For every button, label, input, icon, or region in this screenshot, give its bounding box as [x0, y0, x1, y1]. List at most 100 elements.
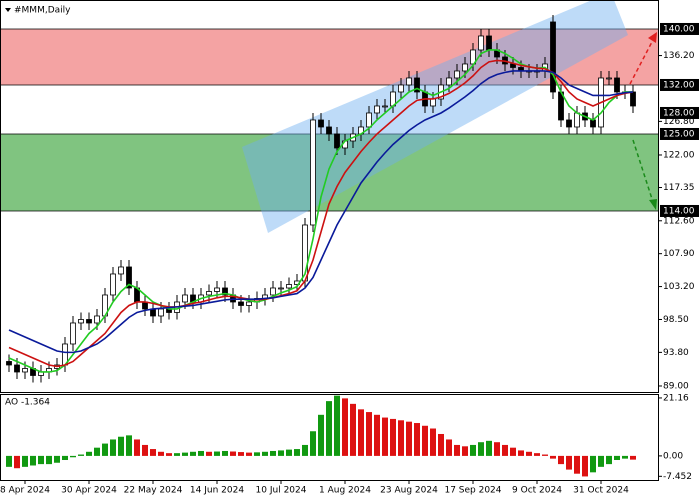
candle-body: [374, 105, 380, 114]
ao-bar: [430, 428, 436, 456]
y-tick-label: 0.00: [663, 451, 683, 461]
ao-bar: [294, 449, 300, 456]
candle-body: [630, 91, 636, 107]
ao-bar: [398, 420, 404, 456]
y-tick-label: 126.80: [663, 117, 695, 127]
ao-bar: [6, 455, 12, 467]
candle-body: [606, 77, 612, 80]
ao-bar: [518, 450, 524, 456]
candle-body: [6, 361, 12, 366]
ao-bar: [542, 454, 548, 456]
ao-bar: [382, 417, 388, 456]
zone: [1, 133, 658, 211]
ao-bar: [278, 450, 284, 456]
candle-body: [182, 294, 188, 303]
ao-bar: [150, 449, 156, 456]
ao-bar: [118, 436, 124, 456]
x-tick-label: 9 Oct 2024: [512, 486, 562, 496]
ao-bar: [158, 451, 164, 456]
up-arrow-head: [648, 32, 657, 43]
x-tick-label: 22 May 2024: [124, 486, 183, 496]
candle-body: [86, 319, 92, 324]
ao-bar: [190, 451, 196, 456]
candle-body: [454, 70, 460, 79]
ao-bar: [446, 439, 452, 456]
candle-body: [462, 63, 468, 72]
x-tick-label: 14 Jun 2024: [190, 486, 244, 496]
ao-bar: [374, 414, 380, 456]
zone: [1, 28, 658, 85]
ao-bar: [254, 452, 260, 456]
y-tick-label: 89.00: [663, 381, 689, 391]
ao-bar: [334, 395, 340, 456]
ao-bar: [102, 443, 108, 456]
x-tick-label: 30 Apr 2024: [61, 486, 117, 496]
x-tick-label: 23 Aug 2024: [380, 486, 438, 496]
candle-body: [206, 291, 212, 296]
ao-bar: [14, 455, 20, 469]
ao-bar: [230, 451, 236, 456]
ao-bar: [534, 453, 540, 456]
plot: [6, 14, 636, 383]
level-tick: [660, 106, 699, 119]
ao-bar: [238, 452, 244, 456]
candle-body: [414, 77, 420, 93]
level-tick-label: 128.00: [663, 108, 695, 118]
y-tick-label: 107.90: [663, 249, 695, 259]
ao-bar: [342, 398, 348, 456]
candle-body: [614, 77, 620, 93]
x-tick-label: 31 Oct 2024: [573, 486, 629, 496]
ao-bar: [486, 440, 492, 456]
candle-body: [406, 77, 412, 86]
y-tick-label: 93.80: [663, 348, 689, 358]
moving-average: [8, 70, 634, 354]
down-arrow-head: [649, 199, 657, 210]
x-tick-label: 10 Jul 2024: [256, 486, 307, 496]
ao-bar: [110, 439, 116, 456]
ao-bar: [270, 450, 276, 456]
ao-bar: [182, 452, 188, 456]
ao-bar: [526, 451, 532, 456]
level-tick-label: 132.00: [663, 80, 695, 90]
ao-bar: [262, 451, 268, 456]
ao-bar: [214, 451, 220, 456]
candle-body: [70, 322, 76, 345]
candle-body: [278, 287, 284, 290]
candle-body: [382, 105, 388, 108]
ao-bar: [470, 444, 476, 456]
ao-bar: [222, 450, 228, 456]
candle-body: [94, 315, 100, 324]
candle-body: [590, 119, 596, 128]
ao-bar: [502, 444, 508, 456]
y-tick-label: 122.00: [663, 150, 695, 160]
candle-body: [486, 35, 492, 51]
ao-bar: [350, 403, 356, 456]
ao-bar: [510, 447, 516, 456]
ao-bar: [62, 455, 68, 461]
ao-bar: [86, 451, 92, 456]
level-tick-label: 114.00: [663, 206, 695, 216]
ao-bar: [78, 454, 84, 456]
ao-bar: [614, 455, 620, 461]
candle-body: [126, 266, 132, 289]
candle-body: [286, 284, 292, 289]
candle-body: [246, 301, 252, 306]
candle-body: [110, 273, 116, 296]
candle-body: [222, 287, 228, 296]
ao-bar: [70, 455, 76, 458]
ao-bar: [134, 439, 140, 456]
ao-bar: [198, 450, 204, 456]
price-panel-frame: [0, 0, 659, 393]
ao-bar: [22, 455, 28, 467]
candle-body: [238, 301, 244, 306]
x-tick-label: 8 Apr 2024: [0, 486, 50, 496]
level-tick-label: 125.00: [663, 129, 695, 139]
menu-triangle: [5, 8, 11, 12]
y-tick-label: -7.452: [663, 472, 692, 482]
y-tick-label: 112.60: [663, 216, 695, 226]
trend-channel: [242, 0, 628, 233]
ao-bar: [174, 453, 180, 456]
ao-bar: [574, 455, 580, 474]
ao-bar: [494, 442, 500, 456]
candle-body: [366, 112, 372, 128]
